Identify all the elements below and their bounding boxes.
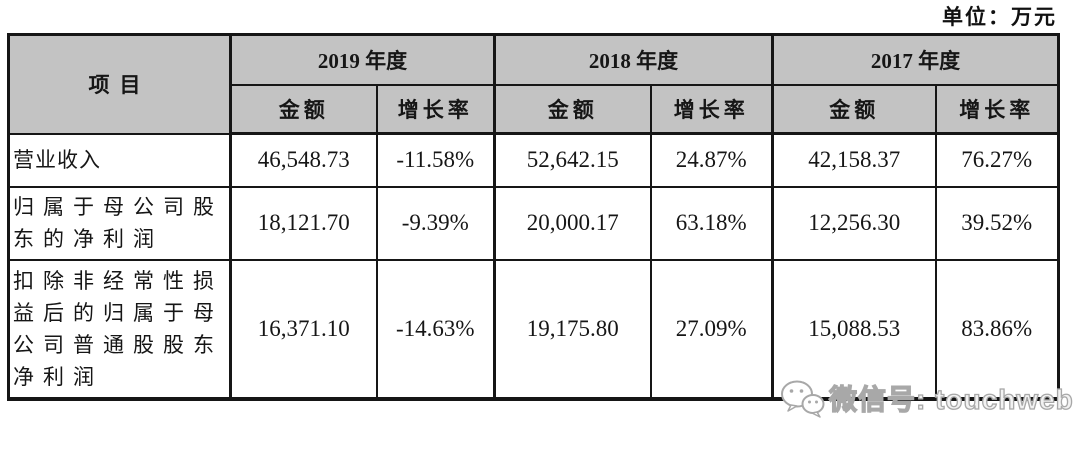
growth-2017-cell: 83.86%: [934, 258, 1060, 400]
column-header-growth-2017: 增长率: [934, 83, 1060, 135]
amount-2018-cell: 20,000.17: [493, 185, 652, 261]
growth-2017-cell: 39.52%: [934, 185, 1060, 261]
amount-2019-cell: 16,371.10: [229, 258, 378, 400]
table-header-years-row: 项目 2019 年度 2018 年度 2017 年度: [7, 33, 1060, 135]
amount-2018-cell: 52,642.15: [493, 132, 652, 188]
growth-2018-cell: 27.09%: [649, 258, 774, 400]
table-row-revenue: 营业收入 46,548.73 -11.58% 52,642.15 24.87% …: [7, 132, 1060, 188]
growth-2019-cell: -9.39%: [375, 185, 496, 261]
financial-table: 项目 2019 年度 2018 年度 2017 年度 金额 增长率 金额 增长率…: [7, 33, 1060, 401]
amount-2019-cell: 46,548.73: [229, 132, 378, 188]
amount-2017-cell: 15,088.53: [771, 258, 937, 400]
row-label: 扣除非经常性损益后的归属于母公司普通股股东净利润: [7, 258, 232, 400]
column-header-year-2019: 2019 年度: [229, 33, 496, 86]
watermark: 微信号: touchweb: [779, 378, 1074, 418]
table-header-subcolumns-row: 金额 增长率 金额 增长率 金额 增长率: [9, 83, 1060, 135]
column-header-year-2018: 2018 年度: [493, 33, 774, 86]
column-header-amount-2019: 金额: [229, 83, 378, 135]
growth-2018-cell: 24.87%: [649, 132, 774, 188]
table-row-net-profit-excl-nonrecurring: 扣除非经常性损益后的归属于母公司普通股股东净利润 16,371.10 -14.6…: [7, 258, 1060, 400]
row-label: 归属于母公司股东的净利润: [7, 185, 232, 261]
column-header-growth-2019: 增长率: [375, 83, 496, 135]
column-header-item: 项目: [7, 33, 232, 135]
amount-2019-cell: 18,121.70: [229, 185, 378, 261]
amount-2017-cell: 42,158.37: [771, 132, 937, 188]
wechat-icon: [781, 380, 825, 418]
growth-2019-cell: -14.63%: [375, 258, 496, 400]
column-header-growth-2018: 增长率: [649, 83, 774, 135]
column-header-amount-2018: 金额: [493, 83, 652, 135]
column-header-year-2017: 2017 年度: [771, 33, 1060, 86]
amount-2017-cell: 12,256.30: [771, 185, 937, 261]
column-header-amount-2017: 金额: [771, 83, 937, 135]
growth-2019-cell: -11.58%: [375, 132, 496, 188]
amount-2018-cell: 19,175.80: [493, 258, 652, 400]
growth-2017-cell: 76.27%: [934, 132, 1060, 188]
growth-2018-cell: 63.18%: [649, 185, 774, 261]
row-label: 营业收入: [7, 132, 232, 188]
watermark-text: 微信号: touchweb: [828, 383, 1074, 415]
table-row-net-profit: 归属于母公司股东的净利润 18,121.70 -9.39% 20,000.17 …: [7, 185, 1060, 261]
unit-note: 单位：万元: [942, 5, 1057, 29]
